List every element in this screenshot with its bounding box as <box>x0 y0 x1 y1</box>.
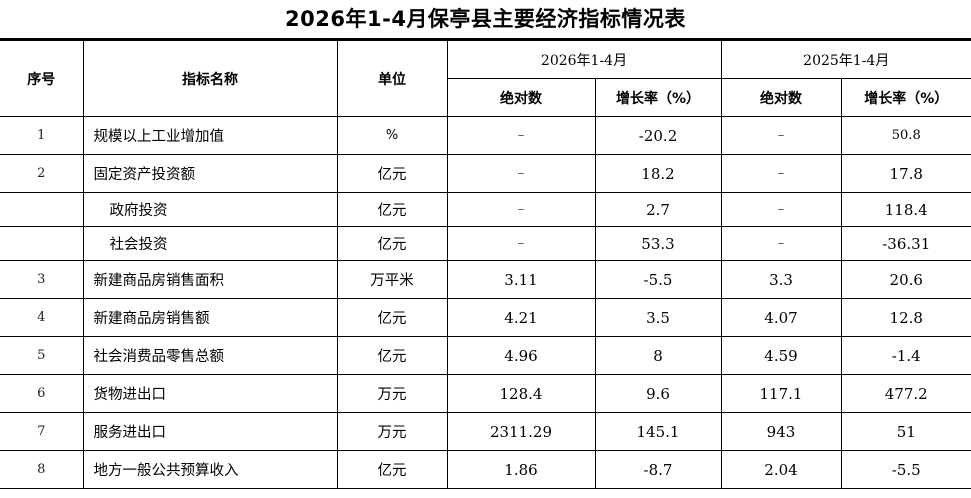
table-row: 8 地方一般公共预算收入 亿元 1.86 -8.7 2.04 -5.5 <box>0 450 971 489</box>
header-prev-growth: 增长率（%） <box>840 78 971 117</box>
row-current-absolute: 4.21 <box>446 298 596 337</box>
row-indicator-name: 服务进出口 <box>82 412 338 451</box>
row-prev-absolute: – <box>720 154 842 193</box>
row-seq <box>0 226 84 261</box>
table-row: 5 社会消费品零售总额 亿元 4.96 8 4.59 -1.4 <box>0 336 971 375</box>
row-indicator-name: 政府投资 <box>82 192 338 227</box>
table-row: 3 新建商品房销售面积 万平米 3.11 -5.5 3.3 20.6 <box>0 260 971 299</box>
indicators-table: 序号 指标名称 单位 2026年1-4月 2025年1-4月 绝对数 增长率（%… <box>0 40 971 489</box>
row-unit: 万元 <box>336 374 448 413</box>
row-unit: 亿元 <box>336 298 448 337</box>
row-current-growth: 9.6 <box>594 374 722 413</box>
row-current-growth: 145.1 <box>594 412 722 451</box>
header-period-current: 2026年1-4月 <box>446 40 722 79</box>
table-row: 社会投资 亿元 – 53.3 – -36.31 <box>0 226 971 261</box>
row-current-growth: 18.2 <box>594 154 722 193</box>
row-seq: 2 <box>0 154 84 193</box>
row-prev-absolute: – <box>720 192 842 227</box>
row-current-absolute: 4.96 <box>446 336 596 375</box>
row-unit: 亿元 <box>336 336 448 375</box>
row-seq: 3 <box>0 260 84 299</box>
row-current-growth: -20.2 <box>594 116 722 155</box>
row-seq: 5 <box>0 336 84 375</box>
header-seq: 序号 <box>0 40 84 117</box>
table-row: 政府投资 亿元 – 2.7 – 118.4 <box>0 192 971 227</box>
row-prev-absolute: 4.59 <box>720 336 842 375</box>
row-seq <box>0 192 84 227</box>
row-seq: 1 <box>0 116 84 155</box>
row-prev-growth: 51 <box>840 412 971 451</box>
row-unit: 亿元 <box>336 450 448 489</box>
row-unit: 万元 <box>336 412 448 451</box>
row-indicator-name: 社会消费品零售总额 <box>82 336 338 375</box>
table-row: 2 固定资产投资额 亿元 – 18.2 – 17.8 <box>0 154 971 193</box>
table-row: 4 新建商品房销售额 亿元 4.21 3.5 4.07 12.8 <box>0 298 971 337</box>
row-indicator-name: 货物进出口 <box>82 374 338 413</box>
row-current-absolute: 2311.29 <box>446 412 596 451</box>
row-prev-absolute: 2.04 <box>720 450 842 489</box>
row-current-absolute: – <box>446 154 596 193</box>
row-current-growth: -5.5 <box>594 260 722 299</box>
row-current-absolute: – <box>446 116 596 155</box>
header-current-growth: 增长率（%） <box>594 78 722 117</box>
row-indicator-name: 固定资产投资额 <box>82 154 338 193</box>
row-indicator-name: 新建商品房销售额 <box>82 298 338 337</box>
row-current-growth: -8.7 <box>594 450 722 489</box>
header-prev-absolute: 绝对数 <box>720 78 842 117</box>
row-seq: 6 <box>0 374 84 413</box>
row-prev-growth: 118.4 <box>840 192 971 227</box>
header-current-absolute: 绝对数 <box>447 78 596 117</box>
row-unit: 亿元 <box>336 226 448 261</box>
row-unit: 万平米 <box>336 260 448 299</box>
row-prev-growth: 50.8 <box>840 116 971 155</box>
row-unit: 亿元 <box>336 192 448 227</box>
page-title: 2026年1-4月保亭县主要经济指标情况表 <box>0 0 971 40</box>
row-prev-absolute: 117.1 <box>720 374 842 413</box>
table-row: 1 规模以上工业增加值 % – -20.2 – 50.8 <box>0 116 971 155</box>
row-current-growth: 2.7 <box>594 192 722 227</box>
header-indicator: 指标名称 <box>82 40 338 117</box>
row-prev-growth: 17.8 <box>840 154 971 193</box>
row-prev-growth: -36.31 <box>840 226 971 261</box>
row-seq: 8 <box>0 450 84 489</box>
table-row: 6 货物进出口 万元 128.4 9.6 117.1 477.2 <box>0 374 971 413</box>
row-prev-absolute: – <box>720 226 842 261</box>
row-current-absolute: – <box>446 226 596 261</box>
row-unit: 亿元 <box>336 154 448 193</box>
header-unit: 单位 <box>336 40 448 117</box>
row-current-growth: 53.3 <box>594 226 722 261</box>
row-prev-growth: 12.8 <box>840 298 971 337</box>
row-prev-absolute: 943 <box>720 412 842 451</box>
row-prev-growth: -5.5 <box>840 450 971 489</box>
row-indicator-name: 规模以上工业增加值 <box>82 116 338 155</box>
row-indicator-name: 社会投资 <box>82 226 338 261</box>
row-current-absolute: 3.11 <box>446 260 596 299</box>
row-prev-absolute: – <box>720 116 842 155</box>
row-prev-absolute: 4.07 <box>720 298 842 337</box>
row-indicator-name: 新建商品房销售面积 <box>82 260 338 299</box>
row-unit: % <box>336 116 448 155</box>
row-current-growth: 8 <box>594 336 722 375</box>
row-current-absolute: – <box>446 192 596 227</box>
row-indicator-name: 地方一般公共预算收入 <box>82 450 338 489</box>
row-current-absolute: 128.4 <box>446 374 596 413</box>
row-current-absolute: 1.86 <box>446 450 596 489</box>
row-seq: 7 <box>0 412 84 451</box>
row-current-growth: 3.5 <box>594 298 722 337</box>
table-row: 7 服务进出口 万元 2311.29 145.1 943 51 <box>0 412 971 451</box>
header-period-prev: 2025年1-4月 <box>720 40 971 79</box>
row-prev-growth: 20.6 <box>840 260 971 299</box>
row-prev-growth: 477.2 <box>840 374 971 413</box>
row-seq: 4 <box>0 298 84 337</box>
row-prev-absolute: 3.3 <box>720 260 842 299</box>
row-prev-growth: -1.4 <box>840 336 971 375</box>
